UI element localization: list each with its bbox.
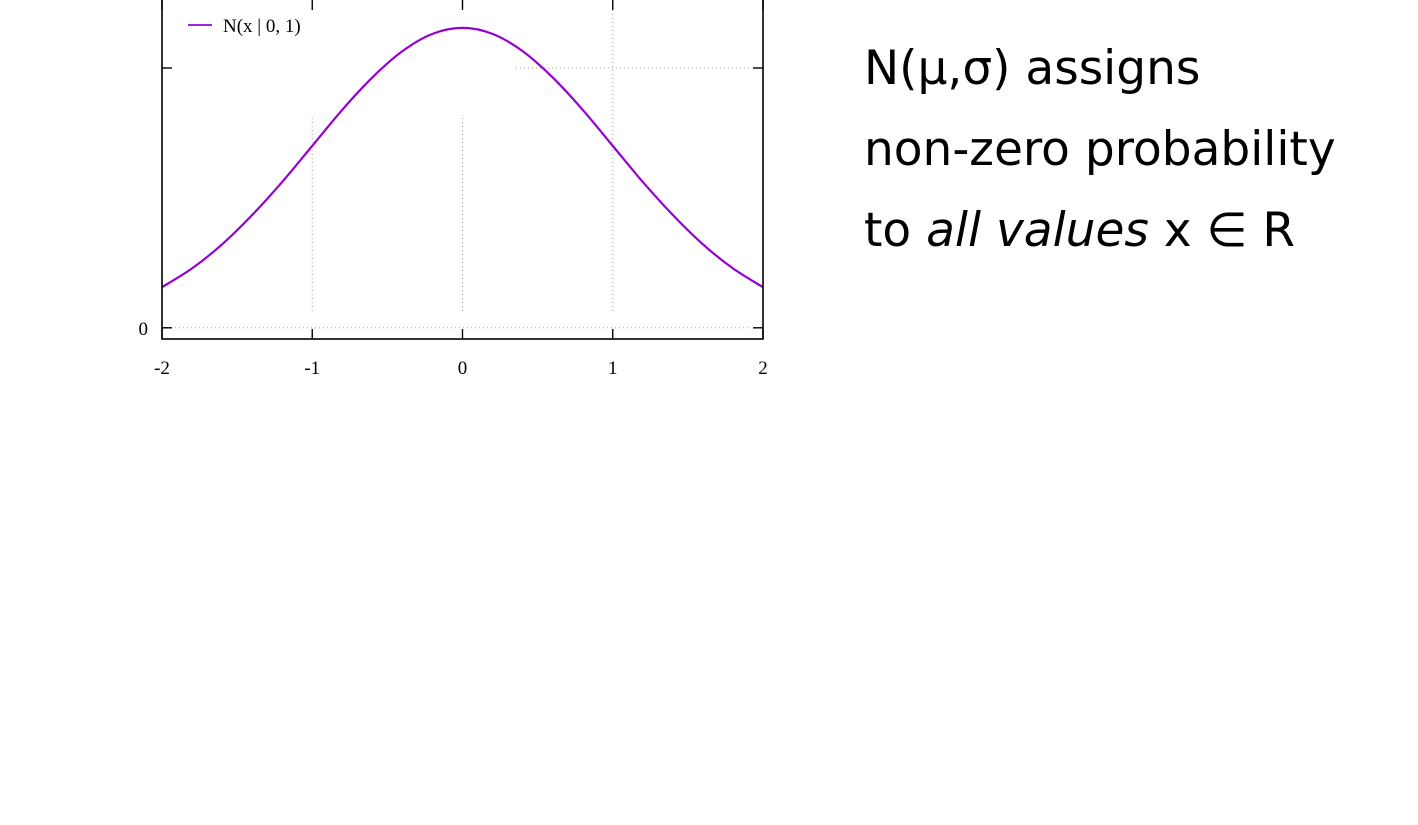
statement-line-3-emphasis: all values bbox=[926, 203, 1149, 258]
x-tick-label-0: -2 bbox=[154, 358, 170, 379]
series-line-0 bbox=[161, 26, 764, 289]
axis-ticks: -2 -1 0 1 2 0 bbox=[139, 0, 768, 379]
statement-line-1: N(μ,σ) assigns bbox=[864, 41, 1201, 96]
x-tick-label-3: 1 bbox=[608, 358, 618, 379]
normal-distribution-chart: -2 -1 0 1 2 0 N(x | 0, 1) bbox=[139, 0, 768, 379]
statement-line-3: to all values x ∈ R bbox=[864, 190, 1418, 271]
statement-text: N(μ,σ) assigns non-zero probability to a… bbox=[864, 28, 1418, 271]
plot-frame bbox=[161, 0, 764, 340]
statement-line-2: non-zero probability bbox=[864, 122, 1336, 177]
statement-line-3-suffix: x ∈ R bbox=[1148, 203, 1296, 258]
legend-label-series-0: N(x | 0, 1) bbox=[223, 16, 301, 37]
statement-line-3-prefix: to bbox=[864, 203, 927, 258]
curve-layer bbox=[161, 26, 764, 289]
x-tick-label-4: 2 bbox=[758, 358, 768, 379]
legend: N(x | 0, 1) bbox=[188, 16, 301, 37]
grid-lines bbox=[175, 2, 750, 329]
x-tick-label-1: -1 bbox=[304, 358, 320, 379]
x-tick-label-2: 0 bbox=[458, 358, 468, 379]
y-tick-label-0: 0 bbox=[139, 319, 149, 340]
